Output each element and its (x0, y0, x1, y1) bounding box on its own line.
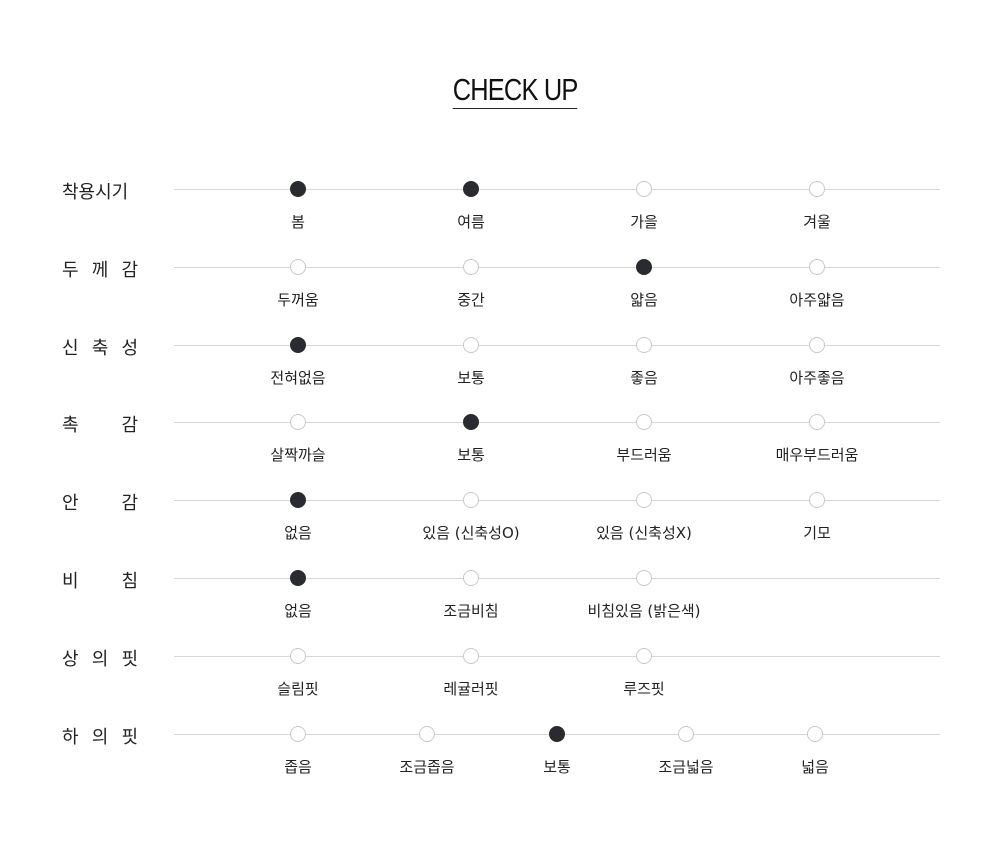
row-label: 상 의 핏 (62, 649, 138, 670)
checkup-title: CHECK UP (0, 72, 1000, 109)
option-label: 전혀없음 (270, 369, 326, 387)
option-label: 슬림핏 (277, 680, 319, 698)
selected-dot-icon (290, 181, 306, 197)
selected-dot-icon (290, 492, 306, 508)
option-label: 두꺼움 (277, 291, 319, 309)
selected-dot-icon (290, 337, 306, 353)
row-label: 하 의 핏 (62, 727, 138, 748)
unselected-dot-icon (636, 337, 652, 353)
option-label: 매우부드러움 (775, 446, 859, 464)
option-label: 여름 (457, 213, 485, 231)
unselected-dot-icon (636, 181, 652, 197)
option-label: 중간 (457, 291, 485, 309)
row-label: 착용시기 (62, 182, 129, 203)
selected-dot-icon (549, 726, 565, 742)
option-label: 좁음 (284, 758, 312, 776)
unselected-dot-icon (463, 337, 479, 353)
unselected-dot-icon (290, 648, 306, 664)
page-title: CHECK UP (453, 72, 579, 109)
option-label: 있음 (신축성X) (596, 524, 692, 542)
unselected-dot-icon (809, 181, 825, 197)
selected-dot-icon (463, 414, 479, 430)
unselected-dot-icon (809, 337, 825, 353)
option-label: 가을 (630, 213, 658, 231)
row-label: 촉 감 (62, 415, 138, 436)
selected-dot-icon (463, 181, 479, 197)
unselected-dot-icon (463, 570, 479, 586)
option-label: 봄 (291, 213, 305, 231)
option-label: 없음 (284, 524, 312, 542)
row-label: 두 께 감 (62, 260, 138, 281)
option-label: 보통 (543, 758, 571, 776)
option-label: 겨울 (803, 213, 831, 231)
unselected-dot-icon (636, 570, 652, 586)
scale-line (174, 500, 940, 501)
unselected-dot-icon (290, 726, 306, 742)
row-label: 비 침 (62, 571, 138, 592)
option-label: 비침있음 (밝은색) (587, 602, 701, 620)
option-label: 아주좋음 (789, 369, 845, 387)
unselected-dot-icon (809, 259, 825, 275)
option-label: 조금좁음 (399, 758, 455, 776)
option-label: 레귤러핏 (443, 680, 499, 698)
scale-line (174, 189, 940, 190)
unselected-dot-icon (463, 259, 479, 275)
option-label: 살짝까슬 (270, 446, 326, 464)
row-label: 안 감 (62, 493, 138, 514)
unselected-dot-icon (290, 259, 306, 275)
unselected-dot-icon (636, 492, 652, 508)
option-label: 넓음 (801, 758, 829, 776)
unselected-dot-icon (636, 414, 652, 430)
option-label: 조금비침 (443, 602, 499, 620)
option-label: 보통 (457, 446, 485, 464)
selected-dot-icon (290, 570, 306, 586)
option-label: 없음 (284, 602, 312, 620)
unselected-dot-icon (636, 648, 652, 664)
row-label: 신 축 성 (62, 338, 138, 359)
unselected-dot-icon (809, 492, 825, 508)
selected-dot-icon (636, 259, 652, 275)
option-label: 기모 (803, 524, 831, 542)
option-label: 조금넓음 (658, 758, 714, 776)
unselected-dot-icon (807, 726, 823, 742)
option-label: 보통 (457, 369, 485, 387)
option-label: 있음 (신축성O) (422, 524, 520, 542)
option-label: 부드러움 (616, 446, 672, 464)
option-label: 루즈핏 (623, 680, 665, 698)
scale-line (174, 656, 940, 657)
scale-line (174, 578, 940, 579)
option-label: 아주얇음 (789, 291, 845, 309)
unselected-dot-icon (463, 648, 479, 664)
scale-line (174, 345, 940, 346)
scale-line (174, 422, 940, 423)
unselected-dot-icon (419, 726, 435, 742)
unselected-dot-icon (809, 414, 825, 430)
option-label: 얇음 (630, 291, 658, 309)
scale-line (174, 267, 940, 268)
unselected-dot-icon (463, 492, 479, 508)
unselected-dot-icon (290, 414, 306, 430)
option-label: 좋음 (630, 369, 658, 387)
unselected-dot-icon (678, 726, 694, 742)
